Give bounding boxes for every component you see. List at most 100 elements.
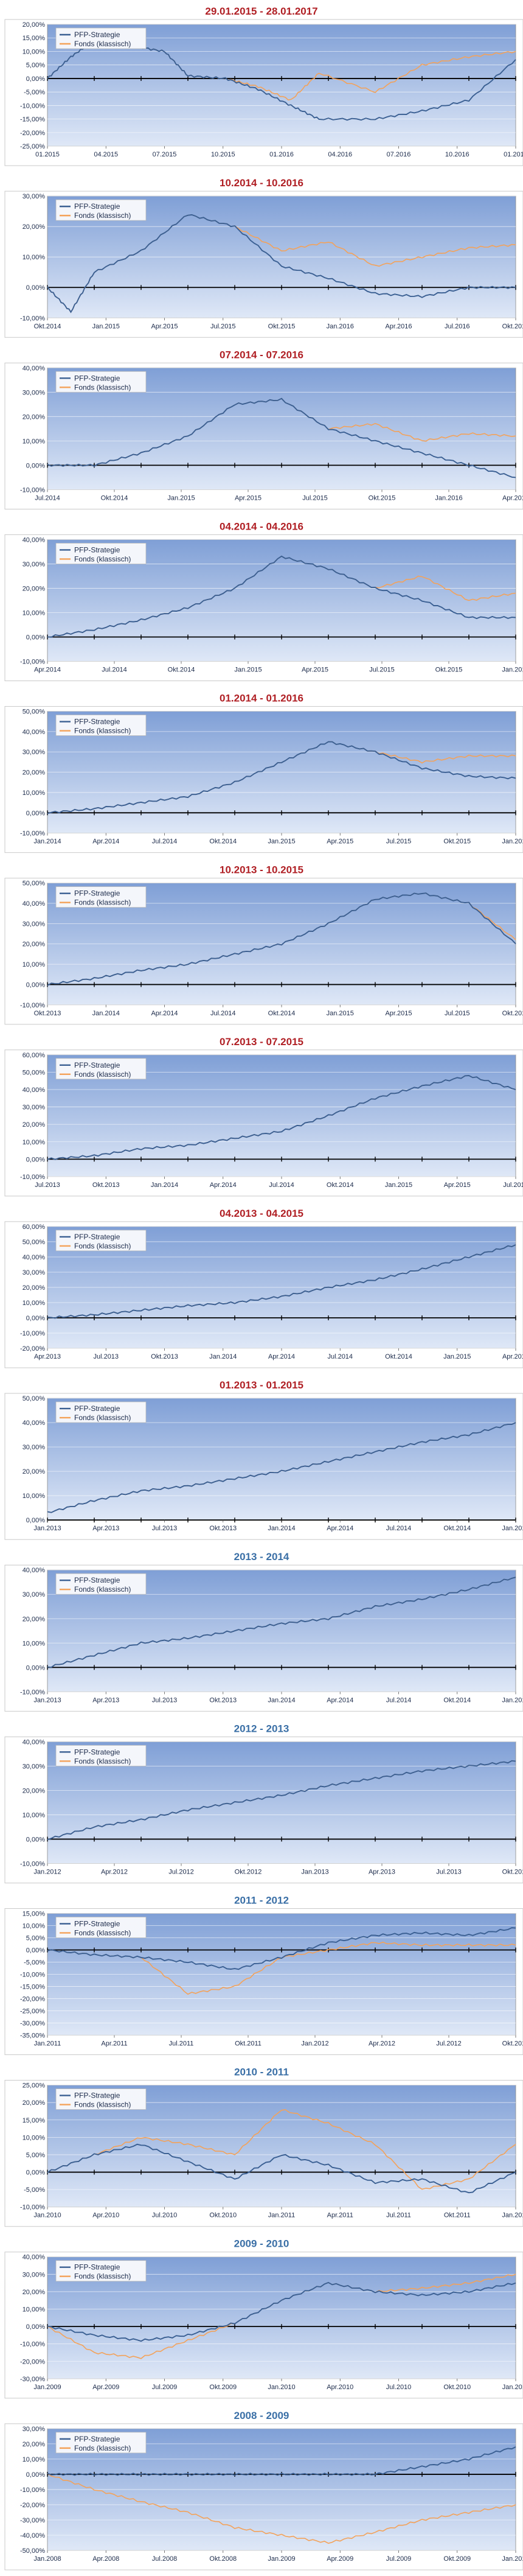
x-tick-label: Jul.2009 — [386, 2555, 412, 2563]
y-tick-label: 20,00% — [23, 2289, 46, 2296]
legend-label: Fonds (klassisch) — [74, 1757, 131, 1765]
y-tick-label: 15,00% — [23, 1910, 46, 1917]
y-tick-label: 0,00% — [26, 1517, 45, 1524]
chart-title: 2008 - 2009 — [234, 2410, 289, 2421]
legend-label: Fonds (klassisch) — [74, 555, 131, 563]
x-tick-label: Apr.2016 — [502, 494, 523, 502]
series-line-pfp-strategie — [47, 555, 516, 638]
x-tick-label: Apr.2015 — [327, 838, 353, 845]
chart-panel-10: 2013 - 2014 40,00% 30,00% 20,00% 10,00% 0,00%… — [4, 1551, 523, 1712]
chart-title: 10.2013 - 10.2015 — [220, 864, 303, 876]
y-tick-label: 40,00% — [23, 1254, 46, 1261]
x-tick-label: Apr.2010 — [327, 2384, 353, 2391]
legend-box — [55, 1745, 147, 1766]
x-tick-label: Okt.2009 — [443, 2555, 471, 2563]
y-tick-label: 5,00% — [26, 62, 45, 69]
y-tick-label: 20,00% — [23, 941, 46, 948]
x-tick-label: Jan.2014 — [33, 838, 61, 845]
x-tick-label: Okt.2009 — [209, 2384, 237, 2391]
x-tick-label: Okt.2010 — [209, 2212, 237, 2219]
y-tick-label: 0,00% — [26, 462, 45, 469]
y-tick-label: 0,00% — [26, 1664, 45, 1671]
x-tick-label: Okt.2016 — [502, 323, 523, 330]
y-tick-label: -40,00% — [20, 2532, 45, 2539]
legend-label: PFP-Strategie — [74, 1061, 120, 1069]
y-tick-label: -15,00% — [20, 116, 45, 124]
y-tick-label: -10,00% — [20, 315, 45, 322]
x-tick-label: Jan.2014 — [268, 1525, 295, 1532]
chart-panel-9: 01.2013 - 01.2015 50,00% 40,00% 30,00% 20,00… — [4, 1379, 523, 1540]
chart-panel-1: 29.01.2015 - 28.01.2017 20,00% 15,00% 10,00… — [4, 5, 523, 166]
x-tick-label: Jan.2009 — [268, 2555, 295, 2563]
y-tick-label: 30,00% — [23, 920, 46, 928]
x-tick-label: Okt.2012 — [235, 1868, 262, 1875]
legend-label: PFP-Strategie — [74, 545, 120, 554]
chart-title: 07.2013 - 07.2015 — [220, 1036, 303, 1048]
legend-label: PFP-Strategie — [74, 1404, 120, 1413]
y-tick-label: -20,00% — [20, 2502, 45, 2509]
y-tick-label: 0,00% — [26, 634, 45, 642]
legend-label: PFP-Strategie — [74, 2435, 120, 2443]
legend-label: PFP-Strategie — [74, 2263, 120, 2272]
legend-label: PFP-Strategie — [74, 889, 120, 898]
y-tick-label: 20,00% — [23, 413, 46, 421]
chart-title: 29.01.2015 - 28.01.2017 — [205, 5, 317, 17]
y-tick-label: 20,00% — [23, 2441, 46, 2448]
y-tick-label: 50,00% — [23, 709, 46, 716]
chart-panel-8: 04.2013 - 04.2015 60,00% 50,00% 40,00% 30,00… — [4, 1208, 523, 1368]
y-tick-label: 0,00% — [26, 2323, 45, 2331]
x-tick-label: Jan.2012 — [33, 1868, 61, 1875]
x-tick-label: 01.2015 — [35, 151, 60, 158]
chart-title: 2010 - 2011 — [234, 2067, 289, 2078]
chart-title: 2012 - 2013 — [234, 1723, 289, 1734]
x-tick-label: 01.2017 — [504, 151, 523, 158]
x-tick-label: Jul.2014 — [102, 667, 127, 674]
x-tick-label: Okt.2013 — [151, 1353, 178, 1360]
x-tick-label: Jul.2013 — [436, 1868, 462, 1875]
y-tick-label: 20,00% — [23, 1787, 46, 1794]
y-tick-label: -10,00% — [20, 102, 45, 110]
chart-panel-5: 01.2014 - 01.2016 50,00% 40,00% 30,00% 20,00… — [4, 693, 523, 853]
chart-title: 04.2013 - 04.2015 — [220, 1208, 303, 1219]
y-tick-label: 15,00% — [23, 2117, 46, 2124]
x-tick-label: Jul.2010 — [152, 2212, 178, 2219]
y-tick-label: -10,00% — [20, 1330, 45, 1337]
x-tick-label: Jul.2013 — [35, 1181, 60, 1189]
series-line-fonds-klassisch — [47, 2473, 516, 2544]
chart-panel-6: 10.2013 - 10.2015 50,00% 40,00% 30,00% 20,00… — [4, 864, 523, 1025]
x-tick-label: Apr.2014 — [210, 1181, 237, 1189]
x-tick-label: Okt.2008 — [209, 2555, 237, 2563]
y-tick-label: 40,00% — [23, 1419, 46, 1427]
legend-label: Fonds (klassisch) — [74, 2101, 131, 2109]
legend-label: Fonds (klassisch) — [74, 211, 131, 220]
series-line-pfp-strategie — [47, 1760, 516, 1841]
y-tick-label: 10,00% — [23, 48, 46, 55]
legend-label: PFP-Strategie — [74, 1233, 120, 1241]
y-tick-label: -20,00% — [20, 1345, 45, 1353]
y-tick-label: 10,00% — [23, 438, 46, 445]
x-tick-label: Jan.2015 — [443, 1353, 471, 1360]
y-tick-label: -20,00% — [20, 1996, 45, 2003]
legend-box — [55, 886, 147, 908]
legend-box — [55, 1230, 147, 1251]
y-tick-label: 10,00% — [23, 2306, 46, 2314]
x-tick-label: Apr.2015 — [385, 1010, 412, 1017]
x-tick-label: Jul.2014 — [152, 838, 178, 845]
y-tick-label: 0,00% — [26, 2169, 45, 2177]
series-line-pfp-strategie — [47, 1577, 516, 1668]
y-tick-label: -10,00% — [20, 659, 45, 666]
x-tick-label: Apr.2014 — [268, 1353, 295, 1360]
x-tick-label: 07.2015 — [153, 151, 177, 158]
x-tick-label: Okt.2015 — [435, 667, 463, 674]
x-tick-label: Apr.2014 — [327, 1696, 353, 1704]
x-tick-label: Jul.2016 — [445, 323, 470, 330]
x-tick-label: Jan.2015 — [502, 1525, 523, 1532]
y-tick-label: 0,00% — [26, 2471, 45, 2479]
x-tick-label: Jul.2008 — [152, 2555, 178, 2563]
y-tick-label: 0,00% — [26, 1947, 45, 1955]
